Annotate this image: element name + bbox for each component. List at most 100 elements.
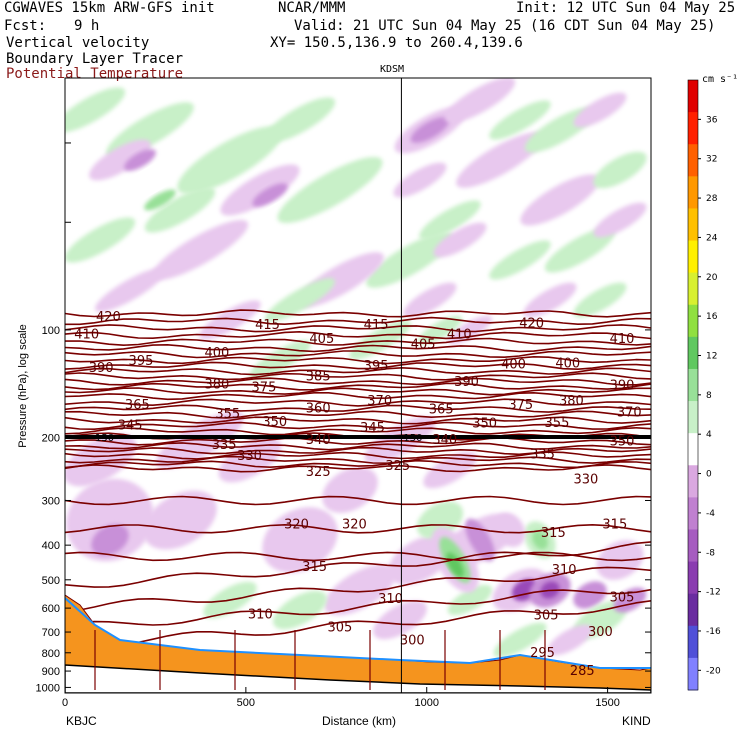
isentrope <box>65 426 651 436</box>
isentrope <box>65 398 651 407</box>
theta-label: 375 <box>508 398 533 413</box>
colorbar-tick-label: 8 <box>706 391 712 401</box>
colorbar-tick-label: 12 <box>706 351 717 361</box>
isentrope <box>65 324 651 333</box>
field-boundary-layer-tracer: Boundary Layer Tracer <box>6 51 184 67</box>
theta-label: 400 <box>501 358 526 373</box>
theta-label: 340 <box>306 433 331 448</box>
velocity-blob <box>262 507 338 573</box>
colorbar-swatch <box>688 272 698 306</box>
theta-label: 300 <box>588 625 613 640</box>
isentrope <box>65 316 651 326</box>
theta-label: 360 <box>306 402 331 417</box>
isentrope <box>65 410 651 419</box>
velocity-blob <box>520 174 600 226</box>
station-marker-label: KDSM <box>380 64 405 75</box>
x-tick-label: 500 <box>237 697 255 709</box>
colorbar-swatch <box>688 336 698 370</box>
isentrope <box>65 361 651 371</box>
theta-label: 335 <box>530 447 555 462</box>
velocity-blob <box>349 320 411 360</box>
theta-label: 345 <box>360 421 385 436</box>
theta-label: 420 <box>96 310 121 325</box>
velocity-blob <box>91 524 129 556</box>
velocity-blob <box>373 600 427 640</box>
velocity-blob <box>393 162 447 198</box>
colorbar-tick-label: -12 <box>706 588 721 598</box>
theta-label: 315 <box>602 517 627 532</box>
y-tick-label: 500 <box>42 575 60 587</box>
isentrope <box>65 372 651 381</box>
theta-label: 405 <box>411 338 436 353</box>
theta-label: 345 <box>118 418 143 433</box>
theta-label: 380 <box>559 394 584 409</box>
right-station-label: KIND <box>622 714 651 728</box>
velocity-blob <box>573 282 627 318</box>
isentrope <box>65 391 651 401</box>
velocity-blob <box>593 202 647 238</box>
theta-label: 370 <box>367 394 392 409</box>
y-tick-label: 100 <box>42 325 60 337</box>
velocity-blob <box>273 590 327 630</box>
colorbar-swatch <box>688 112 698 145</box>
colorbar-swatch <box>688 593 698 627</box>
velocity-blob <box>419 200 481 240</box>
velocity-blob <box>544 227 616 273</box>
velocity-blob <box>65 87 126 133</box>
velocity-blob <box>465 518 495 562</box>
theta-label: 285 <box>570 664 595 679</box>
theta-label: 410 <box>74 327 99 342</box>
theta-label: 375 <box>252 381 277 396</box>
terrain-tracer <box>65 594 651 693</box>
theta-label: 295 <box>530 646 555 661</box>
isentrope <box>65 455 651 465</box>
theta-label: 380 <box>205 377 230 392</box>
velocity-blob <box>456 132 544 188</box>
isentrope <box>65 451 651 460</box>
velocity-blob <box>124 149 156 171</box>
colorbar-swatch <box>688 240 698 274</box>
theta-label: 305 <box>327 621 352 636</box>
x-tick-label: 1000 <box>414 697 438 709</box>
theta-label: 320 <box>342 517 367 532</box>
isentrope <box>65 442 651 451</box>
velocity-blob <box>366 232 454 288</box>
theta-labels: 420 410 395 400 415 405 415 390 380 375 385 395 405 4… <box>74 310 641 679</box>
colorbar-units: cm s⁻¹ <box>702 74 739 85</box>
plot-frame <box>64 77 652 694</box>
velocity-blob <box>264 97 336 143</box>
velocity-blob <box>65 433 137 487</box>
init-time: Init: 12 UTC Sun 04 May 25 <box>516 0 736 16</box>
colorbar: 36 32 28 24 20 16 12 8 4 0 -4 -8 -12 -16 -20 <box>687 79 721 691</box>
y-tick-label: 300 <box>42 495 60 507</box>
potential-temperature-contours <box>65 309 651 647</box>
theta-label: 365 <box>125 398 150 413</box>
velocity-blob <box>489 100 551 140</box>
velocity-blob <box>494 512 526 548</box>
theta-label: 315 <box>302 560 327 575</box>
theta-label: 310 <box>552 563 577 578</box>
boundary-layer-top <box>65 597 651 669</box>
colorbar-tick-label: 4 <box>706 430 712 440</box>
isentrope <box>65 588 651 627</box>
velocity-blob <box>447 584 493 616</box>
y-axis-label: Pressure (hPa), log scale <box>17 324 29 448</box>
isentrope <box>65 437 651 446</box>
colorbar-tick-label: 20 <box>706 273 718 283</box>
velocity-blob <box>89 139 151 181</box>
isentrope <box>65 404 651 413</box>
isentrope <box>65 350 651 359</box>
velocity-blob <box>151 219 249 281</box>
colorbar-swatch <box>688 208 698 242</box>
org-label: NCAR/MMM <box>278 0 346 16</box>
colorbar-swatch <box>688 304 698 338</box>
forecast-hour: 9 h <box>74 18 100 34</box>
velocity-blob <box>144 189 176 211</box>
colorbar-tick-label: 0 <box>706 470 712 480</box>
x-axis-label: Distance (km) <box>322 714 397 728</box>
velocity-blob <box>65 217 136 263</box>
model-title: CGWAVES 15km ARW-GFS init <box>4 0 215 16</box>
colorbar-tick-label: -8 <box>706 548 715 558</box>
theta-label: 300 <box>400 634 425 649</box>
